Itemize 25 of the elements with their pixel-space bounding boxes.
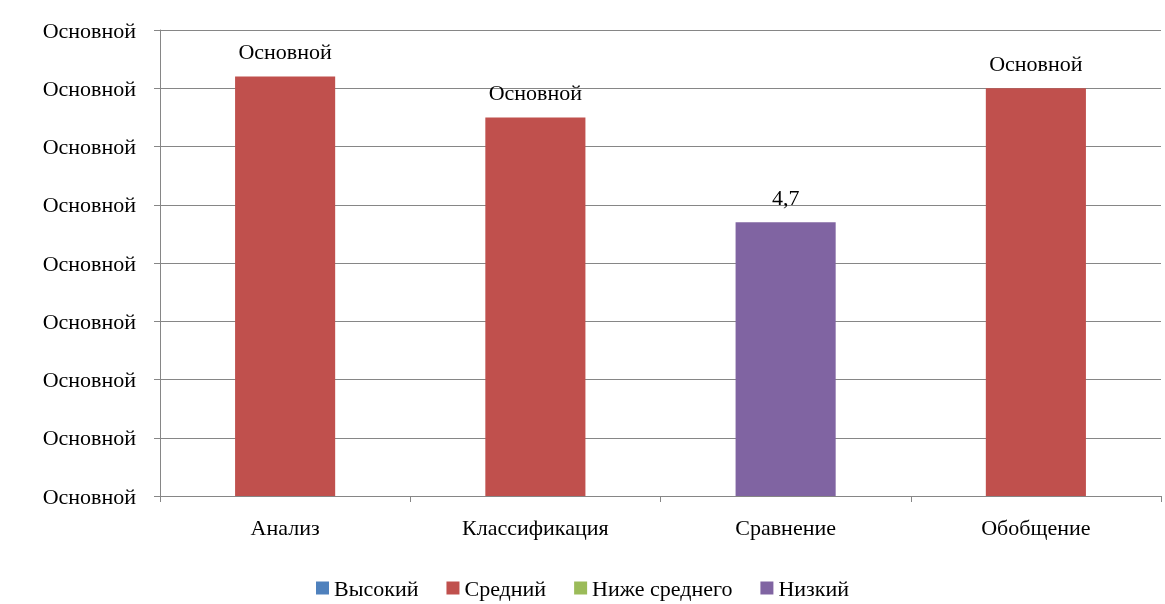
text: Основной bbox=[42, 75, 137, 101]
bar bbox=[485, 117, 586, 496]
text: Основной bbox=[42, 192, 137, 218]
x-tick-label: Классификация bbox=[462, 514, 609, 540]
text: Основной bbox=[42, 308, 137, 334]
legend-label: Низкий bbox=[778, 575, 850, 601]
legend-label: Ниже среднего bbox=[592, 575, 733, 601]
legend-label: Высокий bbox=[334, 575, 419, 601]
bar bbox=[735, 222, 836, 496]
data-label: Основной bbox=[238, 39, 333, 65]
x-tick-label: Обобщение bbox=[981, 514, 1091, 540]
text: Основной bbox=[42, 250, 137, 276]
text: Основной bbox=[42, 134, 137, 159]
x-tick-label: Анализ bbox=[250, 514, 320, 540]
data-label: 4,7 bbox=[771, 184, 800, 210]
data-label: Основной bbox=[989, 50, 1083, 76]
data-label: Основной bbox=[488, 79, 583, 105]
text: Основной bbox=[42, 17, 137, 43]
text: Основной bbox=[42, 425, 137, 451]
x-tick-label: Сравнение bbox=[735, 514, 836, 540]
legend-label: Средний bbox=[464, 575, 547, 601]
bar bbox=[985, 88, 1086, 496]
text: Основной bbox=[42, 483, 137, 509]
text: Основной bbox=[42, 367, 137, 392]
bar bbox=[235, 76, 336, 496]
